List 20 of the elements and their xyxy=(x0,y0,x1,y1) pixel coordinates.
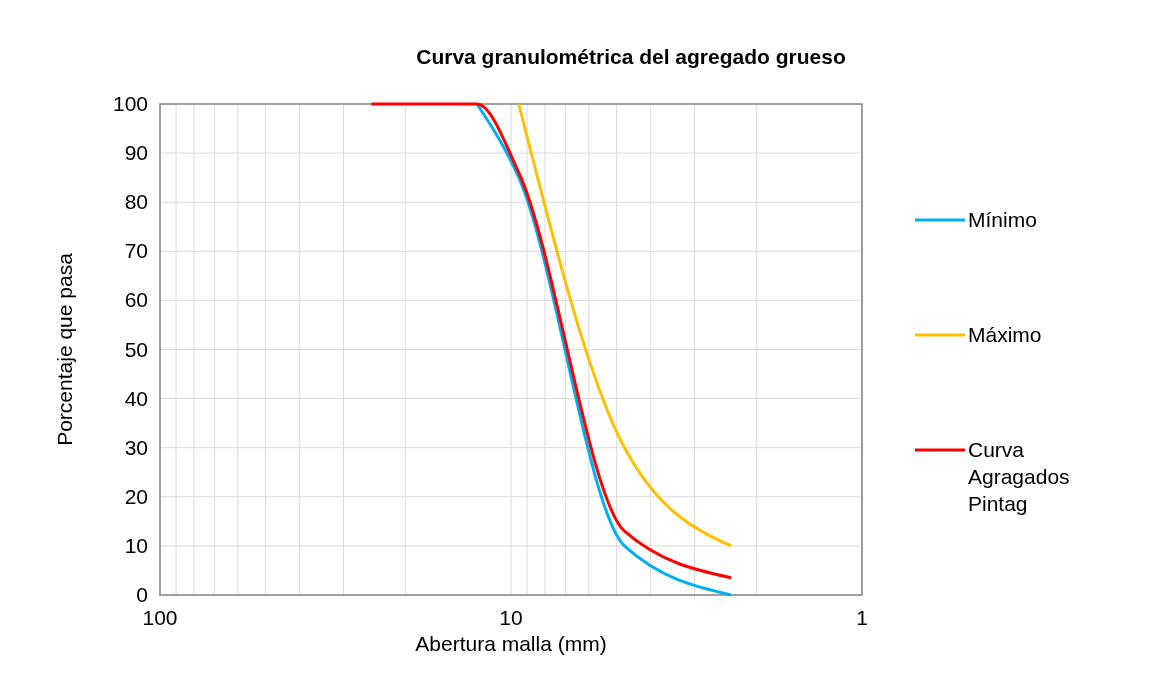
y-tick-label: 20 xyxy=(124,484,148,508)
y-tick-label: 10 xyxy=(124,533,148,557)
x-tick-label: 10 xyxy=(499,606,523,629)
x-axis-title: Abertura malla (mm) xyxy=(415,632,607,655)
legend-label: Máximo xyxy=(968,323,1042,346)
y-tick-label: 0 xyxy=(136,583,148,606)
y-tick-label: 100 xyxy=(112,92,148,115)
y-tick-label: 70 xyxy=(124,239,148,263)
x-tick-label: 100 xyxy=(142,606,178,629)
legend-label: Curva Agragados Pintag xyxy=(968,438,1070,515)
y-axis-title: Porcentaje que pasa xyxy=(53,252,76,446)
x-tick-label: 1 xyxy=(856,606,868,629)
y-tick-label: 50 xyxy=(124,337,148,361)
y-tick-label: 30 xyxy=(124,435,148,459)
y-tick-label: 80 xyxy=(124,190,148,214)
legend-label: Mínimo xyxy=(968,208,1037,231)
y-tick-label: 40 xyxy=(124,386,148,410)
chart-title: Curva granulométrica del agregado grueso xyxy=(416,45,846,68)
y-tick-label: 90 xyxy=(124,141,148,165)
y-tick-label: 60 xyxy=(124,288,148,312)
